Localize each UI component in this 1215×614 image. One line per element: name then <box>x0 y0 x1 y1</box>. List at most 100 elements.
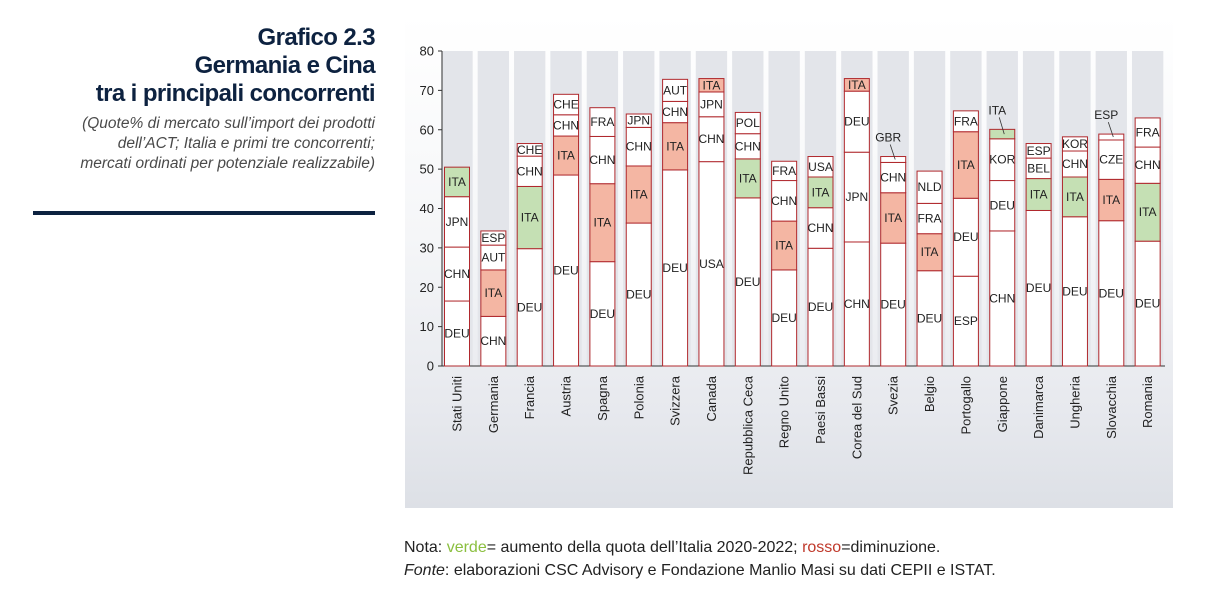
nota-end: =diminuzione. <box>841 539 941 556</box>
segment-leader-line <box>998 117 1005 135</box>
segment-label: DEU <box>444 327 469 341</box>
y-tick-label: 50 <box>420 162 434 177</box>
category-label: Germania <box>486 375 501 433</box>
segment-label: ITA <box>957 158 975 172</box>
bar-segment-fra <box>1134 117 1161 148</box>
y-tick-label: 40 <box>420 201 434 216</box>
category-label: Paesi Bassi <box>813 376 828 444</box>
y-tick-label: 10 <box>420 319 434 334</box>
segment-label: ITA <box>448 175 466 189</box>
bar-segment-ita <box>1134 182 1161 242</box>
category-label: Giappone <box>995 376 1010 432</box>
y-tick-label: 20 <box>420 280 434 295</box>
segment-label: ITA <box>1066 190 1084 204</box>
category-label: Regno Unito <box>777 376 792 448</box>
segment-label: CHN <box>553 118 579 132</box>
stacked-bar-chart: 0 10 20 30 40 50 60 70 80 DEU CHN JPN ITA Stati Uniti… <box>420 44 1165 475</box>
segment-label-outside: ITA <box>988 103 1006 117</box>
segment-label: DEU <box>844 115 869 129</box>
bar-segment-ita <box>952 131 979 199</box>
nota-mid: = aumento della quota dell’Italia 2020-2… <box>486 539 803 556</box>
segment-label-outside: GBR <box>875 131 901 145</box>
bar-segment-deu <box>771 269 798 367</box>
segment-label: FRA <box>918 212 942 226</box>
segment-label: KOR <box>989 153 1015 167</box>
bar-segment-ita <box>916 233 943 272</box>
bar-segment-fra <box>916 202 943 235</box>
nota-rosso: rosso <box>802 539 842 556</box>
category-label: Romania <box>1140 375 1155 428</box>
y-tick-label: 70 <box>420 83 434 98</box>
bar-segment-fra <box>589 107 616 137</box>
segment-label: FRA <box>590 115 614 129</box>
bar-segment-chn <box>1061 150 1088 178</box>
nota-prefix: Nota: <box>404 539 447 556</box>
segment-leader-line <box>889 144 896 160</box>
chart-subtitle: (Quote% di mercato sull’import dei prodo… <box>15 114 375 174</box>
title-divider <box>33 211 375 215</box>
bar-segment-jpn <box>444 196 470 248</box>
bar-segment-chn <box>1134 146 1161 184</box>
segment-label: JPN <box>700 97 723 111</box>
segment-label: ESP <box>481 231 505 245</box>
bar-segment-ita <box>662 122 689 171</box>
segment-label: JPN <box>446 215 469 229</box>
bar-segment-kor <box>1061 136 1088 152</box>
segment-label: DEU <box>590 307 615 321</box>
bar-segment-usa <box>807 156 834 178</box>
segment-label: FRA <box>1136 126 1160 140</box>
segment-label: USA <box>699 257 724 271</box>
category-label: Danimarca <box>1031 375 1046 439</box>
bar-segment-che <box>553 93 580 116</box>
bar-segment-ita <box>843 78 870 92</box>
bar-segment-fra <box>952 110 979 133</box>
bar-segment-deu <box>843 90 870 153</box>
bar-segment-ita <box>480 269 507 317</box>
bar-segment-jpn <box>625 113 652 128</box>
segment-label: DEU <box>953 230 978 244</box>
segment-label: DEU <box>517 300 542 314</box>
bar-segment-deu <box>989 180 1016 232</box>
chart-notes: Nota: verde= aumento della quota dell’It… <box>404 536 1204 582</box>
segment-label: CHN <box>735 139 761 153</box>
segment-label: ITA <box>812 185 830 199</box>
bar-segment-deu <box>553 174 580 367</box>
bar-segment-cze <box>1098 139 1125 180</box>
segment-label: DEU <box>1062 284 1087 298</box>
segment-label: ITA <box>703 78 721 92</box>
chart-title-line-1: Germania e Cina <box>194 52 376 79</box>
bar-segment-deu <box>516 248 543 367</box>
segment-label: FRA <box>772 164 796 178</box>
subtitle-line-1: (Quote% di mercato sull’import dei prodo… <box>82 115 375 132</box>
segment-label: AUT <box>481 251 506 265</box>
segment-label: ITA <box>521 211 539 225</box>
bar-segment-esp <box>1025 143 1052 159</box>
bar-segment-ita <box>625 165 652 224</box>
segment-label: POL <box>736 116 760 130</box>
segment-label: ITA <box>1030 188 1048 202</box>
bar-segment-ita <box>1061 176 1088 218</box>
segment-label: DEU <box>553 264 578 278</box>
bar-segment-deu <box>662 169 689 367</box>
segment-label: DEU <box>1135 297 1160 311</box>
segment-label: CHN <box>1135 158 1161 172</box>
bar-segment-ita <box>444 166 470 198</box>
segment-label: FRA <box>954 114 978 128</box>
y-tick-label: 0 <box>427 359 434 374</box>
bar-segment-aut <box>662 78 689 102</box>
bar-segment-ita <box>698 78 725 93</box>
segment-label: DEU <box>808 300 833 314</box>
segment-label: CHN <box>771 194 797 208</box>
category-label: Francia <box>522 375 537 419</box>
bar-segment-jpn <box>698 91 725 118</box>
fonte-text: : elaborazioni CSC Advisory e Fondazione… <box>444 562 996 579</box>
bar-segment-deu <box>625 222 652 367</box>
segment-label: DEU <box>917 311 942 325</box>
segment-label: CHN <box>880 171 906 185</box>
subtitle-line-2: dell’ACT; Italia e primi tre concorrenti… <box>117 135 375 152</box>
bar-segment-gbr <box>880 156 907 163</box>
y-tick-label: 30 <box>420 240 434 255</box>
segment-label: CZE <box>1099 153 1123 167</box>
segment-label: DEU <box>1099 286 1124 300</box>
segment-label: ITA <box>557 149 575 163</box>
